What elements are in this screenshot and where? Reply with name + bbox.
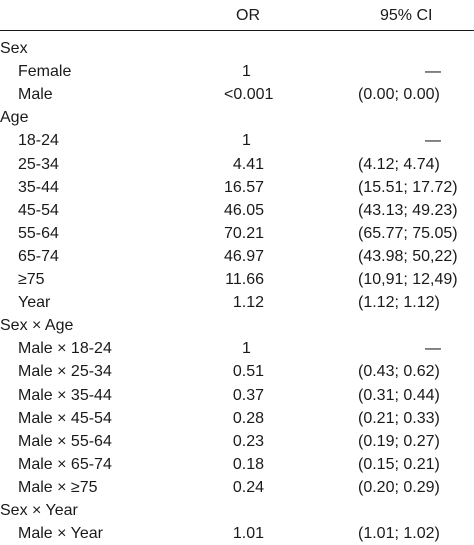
table-row: 25-34 4.41 (4.12; 4.74) [0,153,474,176]
row-label: 35-44 [18,178,59,196]
ci-value: (1.01; 1.02) [358,525,440,543]
table-header: OR 95% CI [0,0,474,30]
table-row: Male × 25-34 0.51 (0.43; 0.62) [0,360,474,383]
or-value: 0.51 [232,363,264,381]
row-label: 25-34 [18,155,59,173]
row-label: 55-64 [18,224,59,242]
ci-value: (0.15; 0.21) [358,455,440,473]
row-label: Male × 55-64 [18,432,112,450]
table-row: Male × 45-54 0.28 (0.21; 0.33) [0,407,474,430]
table-row: 65-74 46.97 (43.98; 50,22) [0,245,474,268]
or-value: <0.001 [224,86,274,104]
ci-value: (4.12; 4.74) [358,155,440,173]
group-label: Sex × Age [0,317,74,335]
table-row: Male × 18-24 1 — [0,337,474,360]
or-value: 16.57 [223,178,264,196]
or-value: 0.24 [232,478,264,496]
or-value: 0.28 [232,409,264,427]
ci-value: (1.12; 1.12) [358,294,440,312]
group-label: Sex × Year [0,502,78,519]
ci-value: (0.21; 0.33) [358,409,440,427]
group-header-row: Sex × Age [0,314,474,337]
ci-value: (0.43; 0.62) [358,363,440,381]
ci-value: (10,91; 12,49) [358,271,458,288]
row-label: 45-54 [18,201,59,219]
or-value: 46.05 [223,201,264,219]
table-row: Male <0.001 (0.00; 0.00) [0,83,474,106]
or-value: 1.01 [232,525,264,543]
ci-value: — [425,132,441,150]
or-value: 11.66 [225,271,264,288]
table-row: 55-64 70.21 (65.77; 75.05) [0,222,474,245]
row-label: Male × Year [18,525,103,543]
ci-value: (0.19; 0.27) [358,432,440,450]
row-label: Male × ≥75 [18,478,98,496]
row-label: Year [18,294,51,312]
ci-value: — [425,63,441,81]
or-value: 1 [242,63,251,81]
table-row: Male × ≥75 0.24 (0.20; 0.29) [0,476,474,499]
table-row: Female 1 — [0,60,474,83]
row-label: Male × 65-74 [18,455,112,473]
row-label: Male [18,86,53,104]
row-label: 65-74 [18,247,59,265]
row-label: Male × 25-34 [18,363,112,381]
ci-value: (0.00; 0.00) [358,86,440,104]
or-value: 1 [242,340,251,358]
table-row: Male × 35-44 0.37 (0.31; 0.44) [0,384,474,407]
or-value: 0.37 [232,386,264,404]
ci-value: (43.13; 49.23) [358,201,458,219]
or-column-header: OR [236,7,260,24]
ci-value: (65.77; 75.05) [358,224,458,242]
row-label: Male × 45-54 [18,409,112,427]
table-row: 18-24 1 — [0,129,474,152]
table-row: 45-54 46.05 (43.13; 49.23) [0,199,474,222]
or-value: 0.23 [232,432,264,450]
table-row: Male × Year 1.01 (1.01; 1.02) [0,522,474,545]
table-row: 35-44 16.57 (15.51; 17.72) [0,176,474,199]
or-value: 46.97 [223,247,264,265]
group-label: Age [0,109,29,127]
row-label: Male × 35-44 [18,386,112,404]
or-value: 0.18 [232,455,264,473]
row-label: Female [18,63,72,81]
or-value: 1.12 [232,294,264,312]
header-rule [0,30,474,31]
group-header-row: Sex [0,37,474,60]
table-row: Year 1.12 (1.12; 1.12) [0,291,474,314]
ci-value: (15.51; 17.72) [358,178,458,196]
or-value: 70.21 [223,224,264,242]
group-label: Sex [0,40,28,57]
table-row: Male × 55-64 0.23 (0.19; 0.27) [0,430,474,453]
row-label: ≥75 [18,271,45,288]
table-row: ≥75 11.66 (10,91; 12,49) [0,268,474,291]
row-label: Male × 18-24 [18,340,112,358]
or-value: 1 [242,132,251,150]
group-header-row: Age [0,106,474,129]
ci-value: (0.20; 0.29) [358,478,440,496]
ci-value: — [425,340,441,358]
ci-column-header: 95% CI [380,7,433,24]
or-value: 4.41 [232,155,264,173]
ci-value: (0.31; 0.44) [358,386,440,404]
group-header-row: Sex × Year [0,499,474,522]
ci-value: (43.98; 50,22) [358,247,458,265]
row-label: 18-24 [18,132,59,150]
table-row: Male × 65-74 0.18 (0.15; 0.21) [0,453,474,476]
